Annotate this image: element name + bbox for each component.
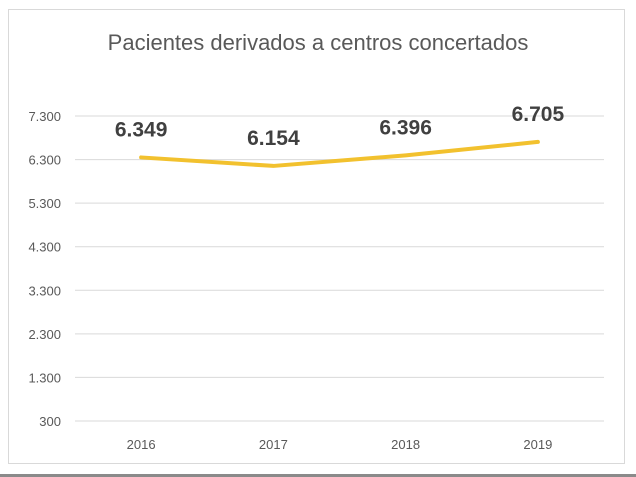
- data-label: 6.396: [379, 116, 432, 139]
- x-tick-label: 2019: [523, 437, 552, 452]
- y-tick-label: 2.300: [28, 327, 61, 342]
- data-label: 6.349: [115, 118, 168, 141]
- data-label: 6.154: [247, 127, 300, 150]
- x-tick-label: 2016: [127, 437, 156, 452]
- x-tick-label: 2018: [391, 437, 420, 452]
- y-tick-label: 4.300: [28, 240, 61, 255]
- y-tick-label: 3.300: [28, 283, 61, 298]
- chart-title: Pacientes derivados a centros concertado…: [107, 30, 529, 55]
- x-tick-label: 2017: [259, 437, 288, 452]
- data-label: 6.705: [512, 103, 565, 126]
- y-tick-label: 1.300: [28, 370, 61, 385]
- y-tick-label: 7.300: [28, 109, 61, 124]
- y-tick-label: 300: [39, 414, 61, 429]
- series-line: [139, 139, 540, 168]
- bottom-rule: [0, 474, 636, 477]
- y-tick-label: 5.300: [28, 196, 61, 211]
- y-tick-label: 6.300: [28, 153, 61, 168]
- chart-frame: [8, 9, 625, 464]
